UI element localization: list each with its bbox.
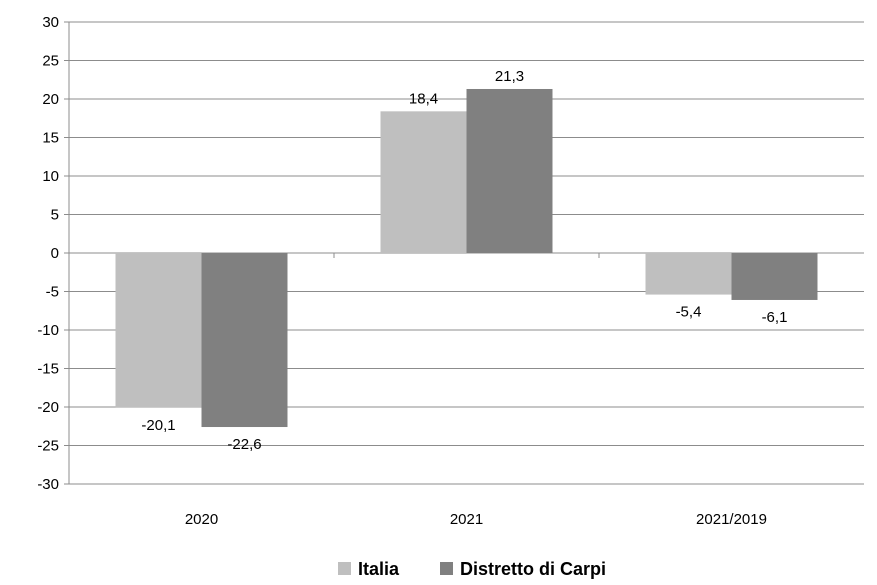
- y-tick-label: -15: [37, 361, 59, 378]
- y-tick-label: 0: [51, 245, 59, 262]
- y-tick-label: 5: [51, 207, 59, 224]
- data-label: -5,4: [676, 304, 702, 321]
- x-tick-label: 2020: [185, 511, 218, 528]
- y-tick-label: -10: [37, 322, 59, 339]
- bar-italia: [115, 253, 202, 408]
- y-tick-label: -5: [46, 284, 59, 301]
- y-tick-label: 25: [42, 53, 59, 70]
- axes: 30 25 20 15 10 5 0 -5 -10 -15 -20 -25 -30 2020 2021 202…: [37, 14, 767, 528]
- bar-italia: [645, 253, 732, 295]
- legend: Italia Distretto di Carpi: [338, 559, 606, 579]
- y-tick-label: 10: [42, 168, 59, 185]
- y-tick-label: 20: [42, 91, 59, 108]
- data-label: -6,1: [762, 309, 788, 326]
- y-tick-label: 30: [42, 14, 59, 31]
- data-label: 21,3: [495, 68, 524, 85]
- y-tick-label: -30: [37, 476, 59, 493]
- bar-italia: [380, 111, 467, 253]
- data-labels: -20,1 -22,6 18,4 21,3 -5,4 -6,1: [141, 68, 787, 453]
- y-tick-label: -20: [37, 399, 59, 416]
- y-tick-label: 15: [42, 130, 59, 147]
- bar-distretto-di-carpi: [466, 88, 553, 254]
- bars: [115, 88, 818, 428]
- legend-swatch: [440, 562, 453, 575]
- legend-swatch: [338, 562, 351, 575]
- x-tick-label: 2021: [450, 511, 483, 528]
- bar-distretto-di-carpi: [731, 253, 818, 300]
- data-label: 18,4: [409, 90, 438, 107]
- data-label: -22,6: [227, 436, 261, 453]
- bar-distretto-di-carpi: [201, 253, 288, 428]
- y-tick-label: -25: [37, 438, 59, 455]
- legend-label: Distretto di Carpi: [460, 559, 606, 579]
- data-label: -20,1: [141, 417, 175, 434]
- legend-label: Italia: [358, 559, 400, 579]
- x-tick-label: 2021/2019: [696, 511, 767, 528]
